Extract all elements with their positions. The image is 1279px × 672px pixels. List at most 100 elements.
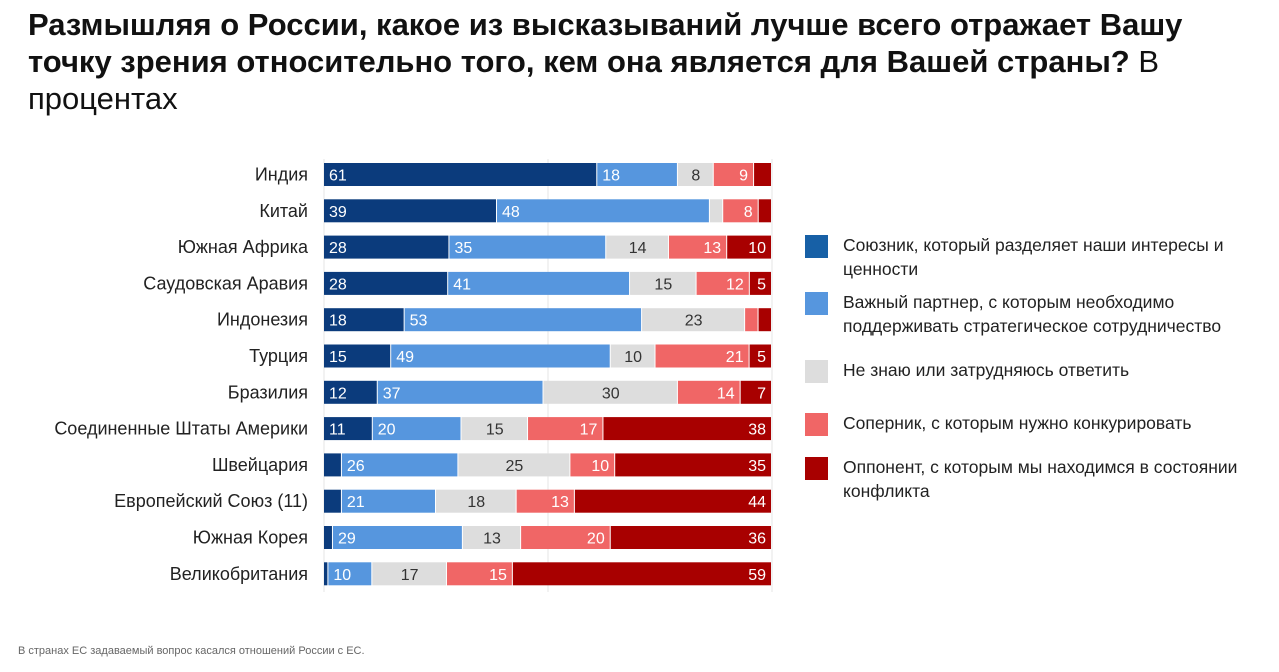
data-label: 14 <box>717 385 735 402</box>
bar-segment-4 <box>446 562 512 586</box>
data-label: 44 <box>748 494 766 511</box>
data-label: 20 <box>587 531 605 548</box>
data-label: 12 <box>726 276 744 293</box>
data-label: 18 <box>329 313 347 330</box>
category-label: Индия <box>255 165 308 185</box>
bar-segment-5 <box>512 562 771 586</box>
legend-item: Важный партнер, с которым необходимо под… <box>805 290 1279 338</box>
data-label: 7 <box>757 385 766 402</box>
data-label: 15 <box>654 276 672 293</box>
data-label: 17 <box>401 567 419 584</box>
legend-item: Не знаю или затрудняюсь ответить <box>805 358 1279 383</box>
bar-segment-3 <box>709 199 723 223</box>
data-label: 8 <box>691 168 700 185</box>
category-label: Южная Африка <box>178 237 309 257</box>
data-label: 21 <box>347 494 365 511</box>
data-label: 11 <box>329 422 346 439</box>
bar-segment-5 <box>615 453 771 477</box>
category-label: Швейцария <box>212 455 308 475</box>
bar-segment-2 <box>449 235 606 259</box>
bar-segment-1 <box>324 562 328 586</box>
data-label: 10 <box>624 349 642 366</box>
bar-segment-5 <box>610 526 771 549</box>
legend-label: Не знаю или затрудняюсь ответить <box>843 360 1130 380</box>
data-label: 9 <box>739 168 748 185</box>
data-label: 18 <box>467 494 485 511</box>
footnote: В странах ЕС задаваемый вопрос касался о… <box>18 645 365 657</box>
data-label: 15 <box>486 422 504 439</box>
bar-segment-3 <box>372 562 446 586</box>
data-label: 36 <box>748 531 766 548</box>
data-label: 20 <box>378 422 396 439</box>
bar-segment-4 <box>521 526 610 549</box>
bar-segment-5 <box>749 271 771 295</box>
legend-swatch <box>805 360 828 383</box>
data-label: 30 <box>602 385 620 402</box>
data-label: 10 <box>748 240 766 257</box>
bar-segment-5 <box>603 417 771 441</box>
data-label: 35 <box>454 240 472 257</box>
bar-segment-2 <box>341 489 435 513</box>
bar-segment-2 <box>328 562 372 586</box>
bar-segment-2 <box>597 163 677 186</box>
legend-item: Союзник, который разделяет наши интересы… <box>805 233 1279 281</box>
bar-segment-4 <box>516 489 574 513</box>
bar-segment-4 <box>677 380 740 404</box>
data-label: 18 <box>602 168 620 185</box>
data-label: 28 <box>329 240 347 257</box>
bar-segment-2 <box>377 380 543 404</box>
data-label: 13 <box>703 240 721 257</box>
bar-segment-2 <box>332 526 462 549</box>
category-label: Индонезия <box>217 310 308 330</box>
bar-segment-3 <box>630 271 696 295</box>
category-label: Китай <box>259 201 308 221</box>
bar-segment-1 <box>324 308 404 332</box>
bar-segment-4 <box>696 271 749 295</box>
legend-label: Союзник, который разделяет наши интересы… <box>843 235 1224 279</box>
bar-segment-3 <box>436 489 516 513</box>
category-label: Великобритания <box>170 564 308 584</box>
bar-segment-3 <box>543 380 677 404</box>
data-label: 13 <box>551 494 569 511</box>
data-label: 28 <box>329 276 347 293</box>
data-label: 17 <box>580 422 598 439</box>
data-label: 59 <box>748 567 766 584</box>
bar-segment-3 <box>677 163 713 186</box>
data-label: 26 <box>347 458 365 475</box>
bar-segment-3 <box>642 308 745 332</box>
bar-segment-2 <box>341 453 458 477</box>
bar-segment-3 <box>461 417 528 441</box>
data-label: 39 <box>329 204 347 221</box>
bar-segment-4 <box>570 453 615 477</box>
bar-segment-1 <box>324 344 391 368</box>
data-label: 49 <box>396 349 414 366</box>
bar-segment-1 <box>324 235 449 259</box>
bar-segment-4 <box>723 199 758 223</box>
chart-title: Размышляя о России, какое из высказывани… <box>28 6 1248 117</box>
bar-segment-5 <box>754 163 771 186</box>
bar-segment-4 <box>713 163 754 186</box>
bar-segment-4 <box>745 308 758 332</box>
bar-segment-5 <box>758 308 771 332</box>
bar-segment-1 <box>324 417 372 441</box>
bar-segment-3 <box>458 453 570 477</box>
category-label: Южная Корея <box>193 528 308 548</box>
data-label: 15 <box>489 567 507 584</box>
bar-segment-1 <box>324 380 377 404</box>
category-label: Саудовская Аравия <box>143 273 308 293</box>
legend-swatch <box>805 235 828 258</box>
data-label: 38 <box>748 422 766 439</box>
bar-segment-2 <box>404 308 642 332</box>
bar-segment-3 <box>462 526 521 549</box>
bar-segment-5 <box>758 199 771 223</box>
bar-segment-2 <box>391 344 610 368</box>
bar-segment-3 <box>606 235 668 259</box>
data-label: 10 <box>333 567 351 584</box>
bar-segment-5 <box>727 235 771 259</box>
data-label: 61 <box>329 168 347 185</box>
data-label: 12 <box>329 385 347 402</box>
bar-segment-3 <box>610 344 655 368</box>
data-label: 53 <box>410 313 428 330</box>
bar-segment-1 <box>324 199 496 223</box>
bar-segment-1 <box>324 489 341 513</box>
